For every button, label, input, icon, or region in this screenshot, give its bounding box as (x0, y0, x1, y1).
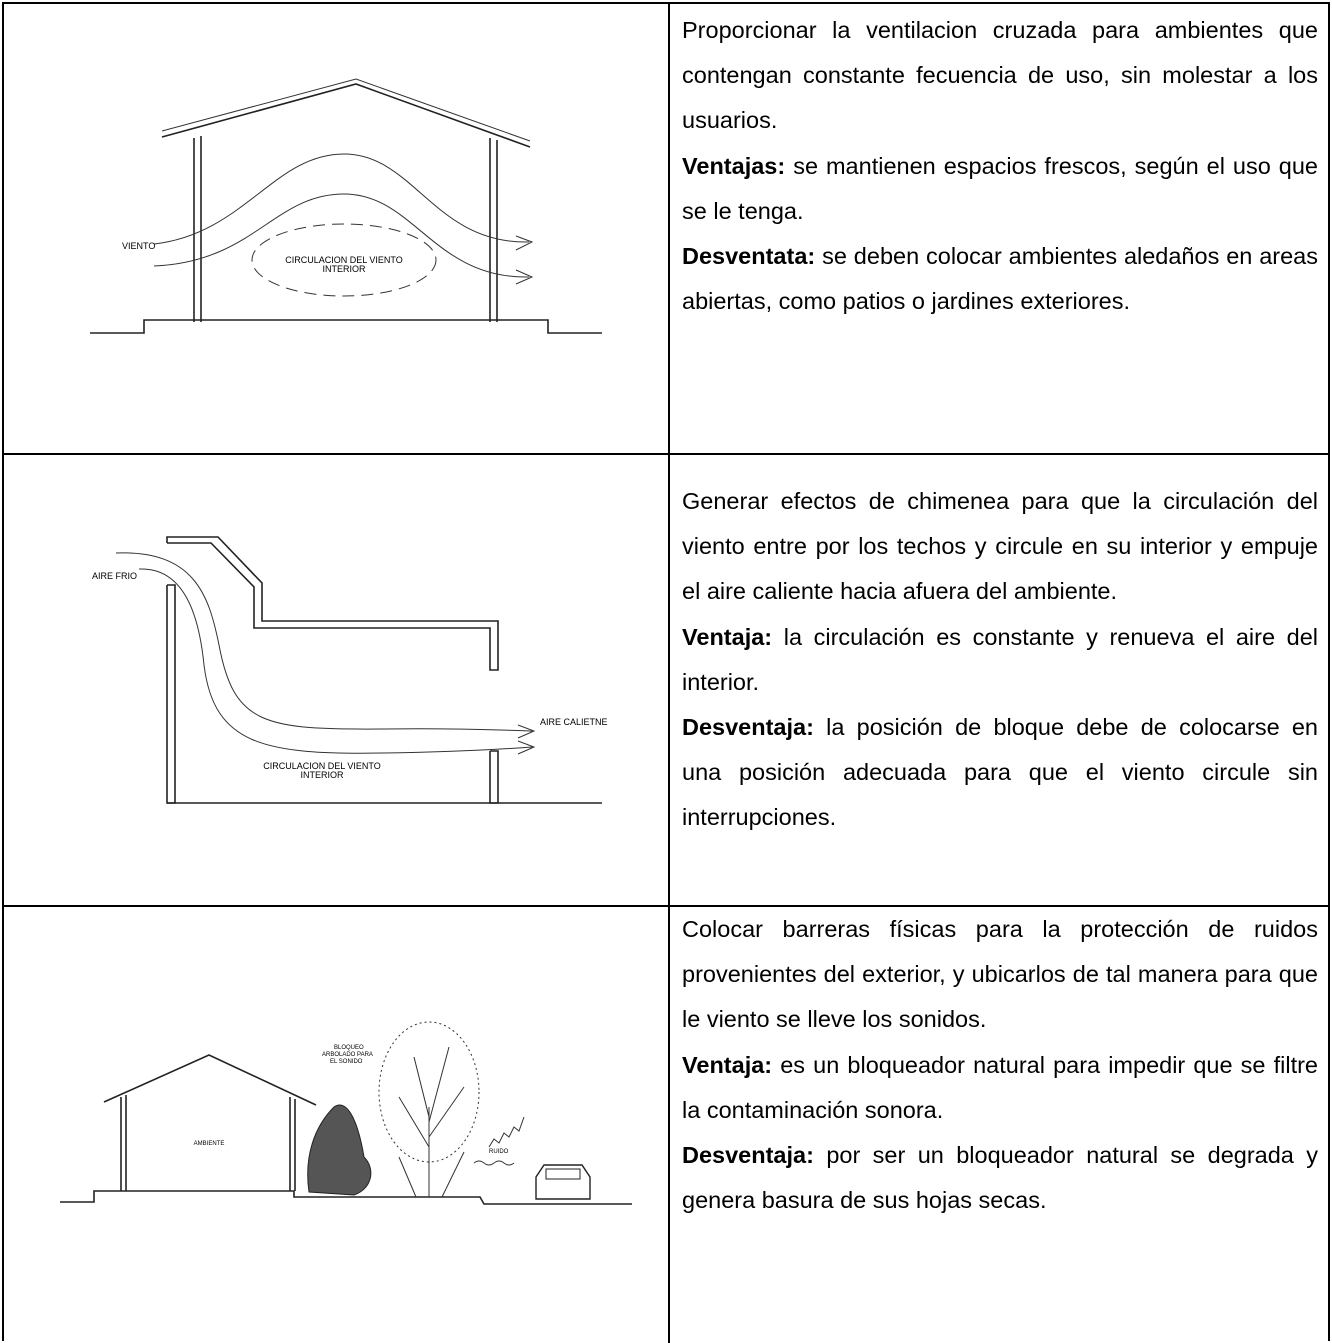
disadvantage: Desventaja: la posición de bloque debe d… (682, 705, 1318, 841)
roof (161, 83, 531, 148)
wind-path (138, 568, 533, 754)
wind-path (153, 193, 530, 278)
diagram-label: CIRCULACION DEL VIENTO (263, 761, 381, 771)
sound-wave (488, 1116, 525, 1148)
noise (473, 1160, 515, 1166)
label: Ventajas: (682, 152, 786, 179)
label: Desventaja: (682, 714, 814, 741)
diagram-label: VIENTO (122, 241, 155, 251)
noise-barrier-diagram: BLOQUEO ARBOLADO PARA EL SONIDO AMBIENTE… (60, 1021, 632, 1205)
disadvantage: Desventata: se deben colocar ambientes a… (682, 234, 1318, 324)
roof (161, 78, 531, 142)
diagram-label: AIRE CALIETNE (540, 717, 608, 727)
diagram-label: RUIDO (489, 1149, 509, 1155)
ground (60, 1190, 632, 1205)
text-cell: Proporcionar la ventilacion cruzada para… (670, 4, 1328, 453)
arrow (515, 235, 534, 251)
shrub (307, 1104, 372, 1196)
table-row: VIENTO CIRCULACION DEL VIENTO INTERIOR P… (4, 4, 1328, 455)
diagram-label: AMBIENTE (194, 1141, 225, 1147)
wall (166, 584, 176, 804)
wall (489, 750, 499, 804)
label: Ventaja: (682, 1051, 773, 1078)
diagram-label: AIRE FRIO (92, 571, 137, 581)
table-row: AIRE FRIO AIRE CALIETNE CIRCULACION DEL … (4, 455, 1328, 907)
diagram-label: INTERIOR (300, 770, 344, 780)
table-row: BLOQUEO ARBOLADO PARA EL SONIDO AMBIENTE… (4, 907, 1328, 1343)
diagram-label: ARBOLADO PARA (322, 1052, 373, 1058)
chimney-effect-diagram: AIRE FRIO AIRE CALIETNE CIRCULACION DEL … (92, 536, 608, 804)
advantage: Ventaja: es un bloqueador natural para i… (682, 1043, 1318, 1133)
car (535, 1164, 591, 1200)
wind-path (115, 552, 533, 732)
tree (378, 1021, 480, 1198)
text-cell: Generar efectos de chimenea para que la … (670, 455, 1328, 905)
description: Proporcionar la ventilacion cruzada para… (682, 17, 1318, 134)
car-window (545, 1168, 581, 1180)
disadvantage: Desventaja: por ser un bloqueador natura… (682, 1133, 1318, 1223)
wind-path (153, 153, 530, 245)
text: se mantienen espacios frescos, según el … (682, 152, 1318, 224)
arrow (517, 740, 536, 755)
diagram-cell: AIRE FRIO AIRE CALIETNE CIRCULACION DEL … (4, 455, 670, 905)
diagram-label: INTERIOR (322, 264, 366, 274)
text: se deben colocar ambientes aledaños en a… (682, 243, 1318, 315)
advantage: Ventajas: se mantienen espacios frescos,… (682, 144, 1318, 234)
arrow (517, 724, 536, 739)
circulation (251, 223, 437, 297)
text: por ser un bloqueador natural se degrada… (682, 1142, 1318, 1214)
label: Desventata: (682, 243, 816, 270)
label: Ventaja: (682, 623, 773, 650)
diagram-label: BLOQUEO (334, 1045, 364, 1051)
text-cell: Colocar barreras físicas para la protecc… (670, 907, 1328, 1343)
roof-duct (166, 536, 499, 671)
label: Desventaja: (682, 1142, 814, 1169)
text: la circulación es constante y renueva el… (682, 623, 1318, 695)
text: es un bloqueador natural para impedir qu… (682, 1051, 1318, 1123)
diagram-label: EL SONIDO (330, 1059, 363, 1065)
diagram-label: CIRCULACION DEL VIENTO (285, 255, 403, 265)
advantage: Ventaja: la circulación es constante y r… (682, 615, 1318, 705)
diagram-cell: VIENTO CIRCULACION DEL VIENTO INTERIOR (4, 4, 670, 453)
description: Colocar barreras físicas para la protecc… (682, 916, 1318, 1033)
description: Generar efectos de chimenea para que la … (682, 488, 1318, 605)
text: la posición de bloque debe de colocarse … (682, 714, 1318, 831)
roof (103, 1054, 317, 1106)
diagram-cell: BLOQUEO ARBOLADO PARA EL SONIDO AMBIENTE… (4, 907, 670, 1343)
ground (90, 319, 602, 334)
arrow (515, 269, 534, 285)
cross-ventilation-diagram: VIENTO CIRCULACION DEL VIENTO INTERIOR (90, 78, 602, 334)
